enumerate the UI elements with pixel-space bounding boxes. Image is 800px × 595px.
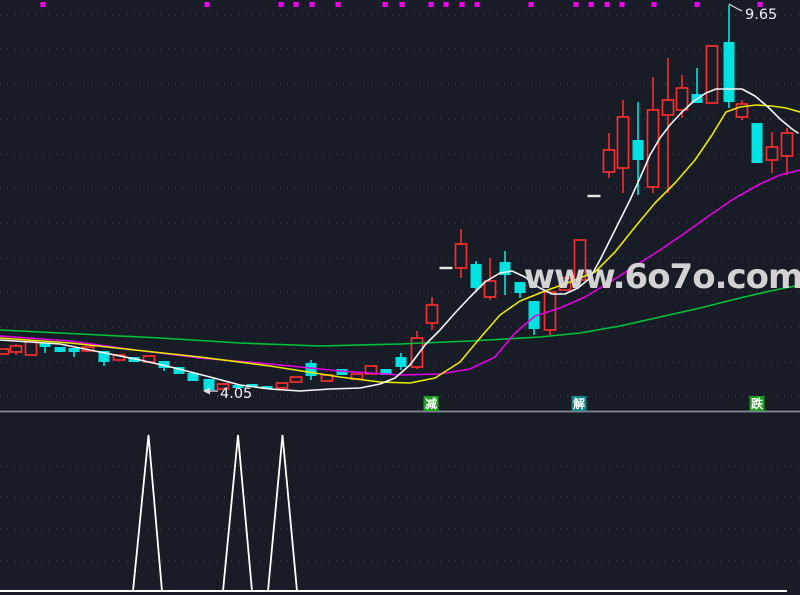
- event-tick: [474, 2, 480, 7]
- candle: [528, 301, 540, 335]
- ma-white: [0, 88, 799, 392]
- event-tick: [382, 2, 388, 7]
- candle: [587, 194, 601, 198]
- candle: [289, 376, 303, 383]
- candle: [216, 383, 230, 390]
- candle: [187, 373, 199, 381]
- event-tick: [573, 2, 579, 7]
- low-label-arrow: [203, 387, 218, 395]
- candle: [39, 343, 51, 353]
- candles: [0, 5, 794, 391]
- event-tick: [335, 2, 341, 7]
- ma-green: [0, 284, 800, 347]
- event-marker-boxes: [423, 396, 765, 411]
- candle: [454, 229, 468, 278]
- candle: [173, 367, 185, 374]
- marker-fall: 跌: [751, 396, 764, 411]
- event-tick: [293, 2, 299, 7]
- event-tick: [428, 2, 434, 7]
- ma-lines: [0, 88, 800, 392]
- candle: [364, 365, 378, 375]
- candle: [705, 45, 719, 104]
- marker-reduce: 减: [425, 396, 437, 411]
- candle: [246, 384, 258, 387]
- event-tick: [40, 2, 46, 7]
- event-tick: [588, 2, 594, 7]
- event-tick: [619, 2, 625, 7]
- candle: [380, 369, 392, 375]
- indicator-spike: [132, 434, 163, 592]
- candle: [54, 347, 66, 352]
- event-ticks: [40, 2, 763, 7]
- event-tick: [528, 2, 534, 7]
- grid-lines: [0, 14, 800, 562]
- ma-magenta: [0, 169, 800, 376]
- candle: [261, 386, 273, 389]
- candle: [275, 382, 289, 389]
- candle: [232, 385, 244, 388]
- candle: [439, 266, 453, 270]
- indicator-spike: [222, 434, 253, 592]
- candle: [499, 251, 511, 295]
- candle: [395, 353, 407, 370]
- candle: [691, 68, 703, 103]
- annotations: 9.65 4.05 减 解 跌: [203, 3, 777, 411]
- event-tick: [651, 2, 657, 7]
- event-tick: [309, 2, 315, 7]
- event-tick: [443, 2, 449, 7]
- high-label-leader: [728, 3, 743, 12]
- event-marker-box: [571, 396, 587, 411]
- candle: [0, 348, 10, 355]
- event-tick: [399, 2, 405, 7]
- candle: [514, 282, 526, 298]
- event-tick: [694, 2, 700, 7]
- candle: [661, 58, 675, 193]
- event-tick: [757, 2, 763, 7]
- sub-indicator: [0, 434, 787, 592]
- candle: [543, 291, 557, 335]
- candle: [68, 348, 80, 357]
- high-price-label: 9.65: [745, 7, 777, 23]
- marker-unlock: 解: [573, 396, 585, 411]
- candle: [646, 77, 660, 193]
- event-tick: [604, 2, 610, 7]
- indicator-spike: [267, 434, 298, 592]
- candle: [470, 261, 482, 290]
- event-tick: [459, 2, 465, 7]
- candle: [735, 100, 749, 120]
- candle: [723, 5, 735, 108]
- candle: [573, 239, 587, 281]
- event-tick: [204, 2, 210, 7]
- candle: [410, 331, 424, 369]
- candle: [780, 128, 794, 175]
- candle: [616, 100, 630, 193]
- candle: [9, 344, 23, 355]
- candle: [751, 123, 763, 163]
- event-marker-box: [749, 396, 765, 411]
- candle: [765, 132, 779, 173]
- candle: [632, 102, 644, 195]
- candle: [336, 369, 348, 375]
- ma-yellow: [0, 104, 800, 384]
- watermark: www.6o7o.com: [524, 257, 800, 297]
- event-marker-box: [423, 396, 439, 411]
- candle: [305, 360, 317, 380]
- candle: [602, 133, 616, 178]
- low-price-label: 4.05: [220, 386, 252, 402]
- candle: [675, 75, 689, 118]
- event-tick: [278, 2, 284, 7]
- candle: [425, 297, 439, 330]
